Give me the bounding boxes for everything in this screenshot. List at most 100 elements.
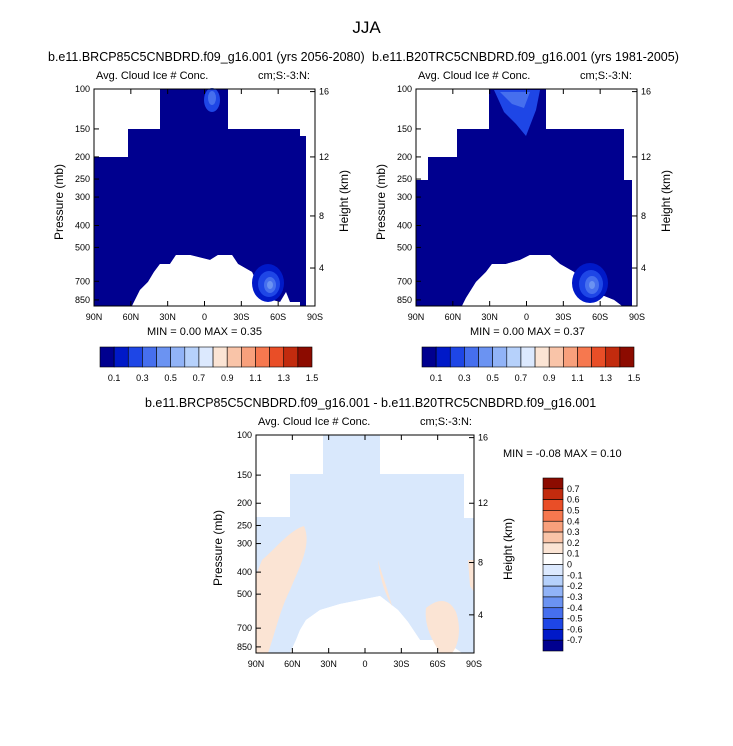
colorbar-box <box>99 346 115 368</box>
x-tick-label: 30S <box>555 312 571 322</box>
diff-colorbar-box <box>542 575 564 587</box>
diff-colorbar-label: 0.6 <box>567 495 580 505</box>
y-tick-label: 150 <box>237 470 252 480</box>
y-tick-label: 200 <box>397 152 412 162</box>
left-mask-topleft <box>94 89 160 157</box>
colorbar-label: 0.3 <box>458 373 471 383</box>
x-tick-label: 90N <box>86 312 103 322</box>
colorbar-label: 0.7 <box>515 373 528 383</box>
colorbar-box <box>478 346 493 368</box>
y2-tick-label: 12 <box>478 498 488 508</box>
y-tick-label: 700 <box>397 276 412 286</box>
y-tick-label: 250 <box>397 174 412 184</box>
diff-variable-label: Avg. Cloud Ice # Conc. <box>258 416 371 428</box>
colorbar-box <box>464 346 479 368</box>
colorbar-box <box>619 346 635 368</box>
colorbar-box <box>156 346 171 368</box>
diff-panel-title: b.e11.BRCP85C5CNBDRD.f09_g16.001 - b.e11… <box>145 396 597 410</box>
right-blob-top-inner <box>500 92 530 108</box>
colorbar-box <box>297 346 313 368</box>
colorbar-label: 0.5 <box>486 373 499 383</box>
diff-minmax: MIN = -0.08 MAX = 0.10 <box>503 448 622 460</box>
left-blob-south-4 <box>267 281 273 289</box>
x-tick-label: 0 <box>524 312 529 322</box>
y-tick-label: 400 <box>397 220 412 230</box>
x-tick-label: 90N <box>248 659 265 669</box>
x-tick-label: 60S <box>430 659 446 669</box>
y-tick-label: 850 <box>397 295 412 305</box>
colorbar-box <box>127 346 143 368</box>
diff-colorbar-box <box>542 639 564 652</box>
diff-colorbar-label: -0.4 <box>567 603 583 613</box>
colorbars: 0.1 0.3 0.5 0.7 0.9 1.1 1.3 1.5 0.1 0.3 0.5 0.7 0.9 1… <box>99 346 641 652</box>
figure-title: JJA <box>352 18 381 37</box>
x-tick-label: 60N <box>445 312 462 322</box>
diff-colorbar-box <box>542 596 564 609</box>
colorbar-box <box>577 346 592 368</box>
y-tick-label: 100 <box>237 430 252 440</box>
y-tick-label: 500 <box>237 589 252 599</box>
colorbar-label: 1.5 <box>628 373 641 383</box>
diff-mask-ground <box>290 596 462 653</box>
y-tick-label: 850 <box>75 295 90 305</box>
diff-colorbar-box <box>542 499 564 511</box>
y-tick-label: 500 <box>397 242 412 252</box>
diff-colorbar-label: -0.2 <box>567 581 583 591</box>
colorbar-box <box>449 346 465 368</box>
colorbar-label: 0.1 <box>430 373 443 383</box>
x-tick-label: 30S <box>393 659 409 669</box>
diff-data-field <box>256 435 474 653</box>
right-blob-south-4 <box>589 281 595 289</box>
right-mask-topleft <box>416 89 489 180</box>
y-tick-label: 300 <box>75 192 90 202</box>
diff-colorbar-box <box>542 553 564 565</box>
diff-colorbar-box <box>542 585 564 598</box>
colorbar-box <box>591 346 607 368</box>
y-tick-label: 700 <box>75 276 90 286</box>
diff-colorbar-box <box>542 629 564 641</box>
colorbar-box <box>283 346 299 368</box>
colorbar-box <box>269 346 285 368</box>
y-tick-label: 400 <box>75 220 90 230</box>
x-tick-label: 0 <box>362 659 367 669</box>
y-tick-label: 200 <box>237 498 252 508</box>
x-tick-label: 90S <box>629 312 645 322</box>
y2-tick-label: 12 <box>319 152 329 162</box>
y-tick-label: 400 <box>237 567 252 577</box>
colorbar-box <box>184 346 200 368</box>
left-minmax: MIN = 0.00 MAX = 0.35 <box>147 326 262 338</box>
x-tick-label: 90S <box>466 659 482 669</box>
colorbar-box <box>506 346 522 368</box>
diff-colorbar-label: -0.6 <box>567 624 583 634</box>
left-mask-ground <box>132 255 286 306</box>
y-tick-label: 150 <box>397 124 412 134</box>
colorbar-box <box>255 346 270 368</box>
y-tick-label: 150 <box>75 124 90 134</box>
right-panel-plot <box>415 88 638 307</box>
diff-pos-mid <box>378 560 392 606</box>
diff-colorbar-box <box>542 618 564 630</box>
x-tick-label: 0 <box>202 312 207 322</box>
right-region-label: cm;S:-3:N: <box>580 70 632 82</box>
colorbar-box <box>198 346 214 368</box>
diff-colorbar-box <box>542 488 564 500</box>
diff-colorbar-label: 0 <box>567 560 572 570</box>
x-tick-label: 60S <box>270 312 286 322</box>
x-tick-label: 90N <box>408 312 425 322</box>
diff-pos-edge <box>468 560 474 592</box>
x-tick-label: 30N <box>481 312 498 322</box>
y-tick-label: 700 <box>237 623 252 633</box>
colorbar-box <box>548 346 564 368</box>
colorbar-label: 1.1 <box>571 373 584 383</box>
diff-colorbar-label: 0.4 <box>567 516 580 526</box>
colorbar-box <box>534 346 550 368</box>
right-minmax: MIN = 0.00 MAX = 0.37 <box>470 326 585 338</box>
colorbar-label: 0.9 <box>221 373 234 383</box>
colorbar-label: 1.5 <box>306 373 319 383</box>
y-tick-label: 300 <box>397 192 412 202</box>
y2-tick-label: 4 <box>319 263 324 273</box>
diff-colorbar-box <box>542 520 564 533</box>
colorbar-box <box>605 346 621 368</box>
y2-tick-label: 8 <box>641 211 646 221</box>
diff-panel-plot <box>255 434 475 654</box>
